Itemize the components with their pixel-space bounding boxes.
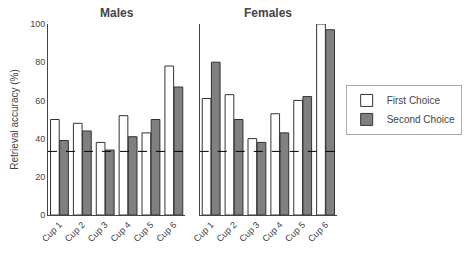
- svg-text:60: 60: [35, 96, 45, 106]
- svg-text:Females: Females: [244, 6, 292, 20]
- svg-text:Cup 4: Cup 4: [260, 220, 284, 244]
- svg-text:80: 80: [35, 57, 45, 67]
- svg-text:Second Choice: Second Choice: [387, 114, 455, 125]
- svg-text:40: 40: [35, 134, 45, 144]
- svg-text:20: 20: [35, 172, 45, 182]
- svg-text:Cup 3: Cup 3: [237, 220, 261, 244]
- svg-text:Cup 2: Cup 2: [215, 220, 239, 244]
- svg-text:0: 0: [40, 210, 45, 220]
- svg-text:Cup 6: Cup 6: [154, 220, 178, 244]
- svg-text:First Choice: First Choice: [387, 95, 441, 106]
- svg-text:Cup 1: Cup 1: [192, 220, 216, 244]
- svg-text:Cup 6: Cup 6: [306, 220, 330, 244]
- svg-text:Males: Males: [100, 6, 134, 20]
- svg-text:Retrieval accuracy (%): Retrieval accuracy (%): [9, 69, 20, 170]
- svg-text:Cup 4: Cup 4: [109, 220, 133, 244]
- svg-text:Cup 2: Cup 2: [63, 220, 87, 244]
- svg-text:Cup 5: Cup 5: [283, 220, 307, 244]
- svg-text:Cup 5: Cup 5: [131, 220, 155, 244]
- svg-text:Cup 1: Cup 1: [40, 220, 64, 244]
- svg-text:100: 100: [30, 19, 45, 29]
- svg-text:Cup 3: Cup 3: [86, 220, 110, 244]
